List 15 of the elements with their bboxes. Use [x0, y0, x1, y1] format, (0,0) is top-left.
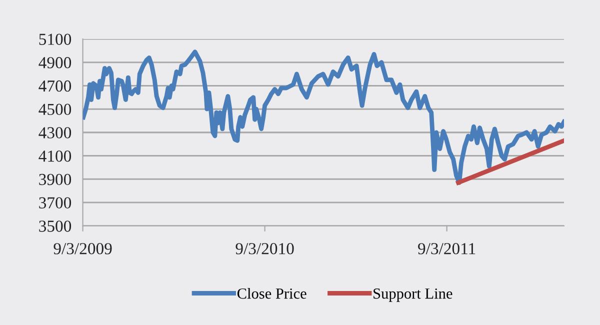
legend-label: Support Line: [374, 288, 452, 302]
y-tick-label: 3700: [39, 197, 72, 208]
y-tick-label: 3500: [39, 220, 72, 232]
x-tick-label: 9/3/2009: [54, 243, 112, 254]
y-tick-label: 5100: [39, 34, 72, 45]
x-tick-label: 9/3/2011: [418, 243, 476, 254]
line-series: [82, 50, 564, 185]
y-tick-label: 4300: [38, 127, 72, 138]
y-tick-label: 4500: [38, 104, 72, 116]
legend-label: Close Price: [237, 288, 306, 299]
y-tick-label: 4100: [38, 150, 72, 162]
y-tick-label: 3900: [39, 174, 72, 186]
y-tick-label: 4700: [38, 80, 72, 92]
y-tick-label: 4900: [38, 57, 72, 68]
x-tick-label: 9/3/2010: [236, 243, 294, 254]
